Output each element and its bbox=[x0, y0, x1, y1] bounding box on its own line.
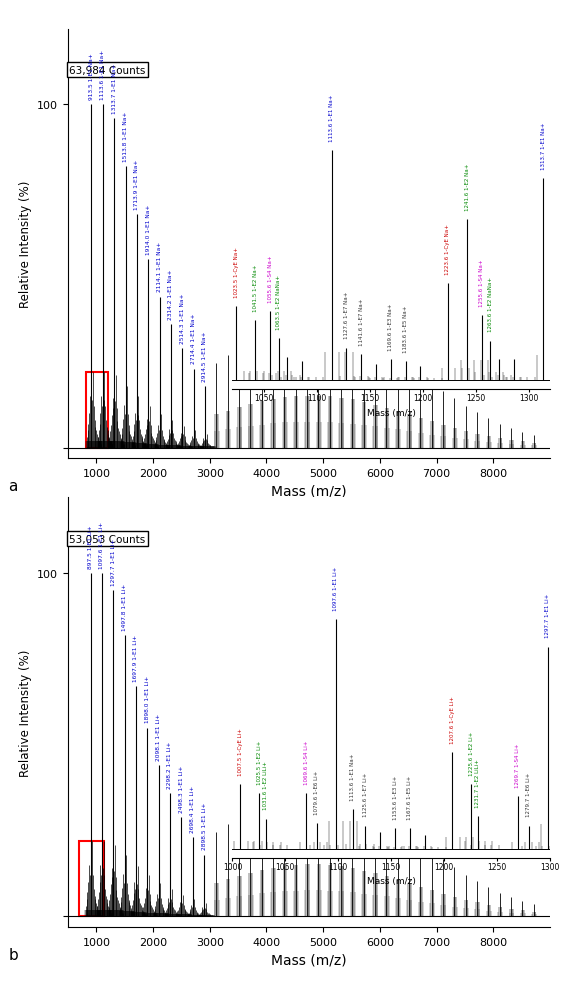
Text: 897.5 1-E1 Li+: 897.5 1-E1 Li+ bbox=[88, 525, 93, 568]
Text: 1079.6 1-E6 Li+: 1079.6 1-E6 Li+ bbox=[314, 770, 319, 814]
Text: 1297.7 1-E1 Li+: 1297.7 1-E1 Li+ bbox=[111, 538, 116, 586]
Text: 1113.6 1-E1 Na+: 1113.6 1-E1 Na+ bbox=[329, 95, 334, 142]
X-axis label: Mass (m/z): Mass (m/z) bbox=[271, 952, 347, 966]
Text: 1023.5 1-CyE Na+: 1023.5 1-CyE Na+ bbox=[234, 246, 239, 298]
Text: 53,053 Counts: 53,053 Counts bbox=[69, 534, 145, 544]
Text: 1025.5 1-E2 Li+: 1025.5 1-E2 Li+ bbox=[257, 740, 262, 785]
Text: 1055.6 1-S4 Na+: 1055.6 1-S4 Na+ bbox=[268, 254, 273, 303]
X-axis label: Mass (m/z): Mass (m/z) bbox=[271, 484, 347, 498]
Text: 1007.5 1-CyE Li+: 1007.5 1-CyE Li+ bbox=[238, 728, 243, 775]
Text: 1113.6 1-E1 Na+: 1113.6 1-E1 Na+ bbox=[350, 753, 355, 801]
Text: 2314.2 1-E1 Na+: 2314.2 1-E1 Na+ bbox=[168, 269, 174, 319]
Text: 1297.7 1-E1 Li+: 1297.7 1-E1 Li+ bbox=[545, 594, 550, 638]
Text: 1914.0 1-E1 Na+: 1914.0 1-E1 Na+ bbox=[146, 204, 151, 254]
Text: 1097.6 1-E1 Li+: 1097.6 1-E1 Li+ bbox=[333, 566, 338, 610]
Text: 1063.5 1-E2 NaNa+: 1063.5 1-E2 NaNa+ bbox=[276, 275, 281, 330]
Text: 1167.6 1-E5 Li+: 1167.6 1-E5 Li+ bbox=[407, 775, 412, 818]
Text: 1697.9 1-E1 Li+: 1697.9 1-E1 Li+ bbox=[133, 634, 138, 681]
Text: 1223.6 1-CyE Na+: 1223.6 1-CyE Na+ bbox=[446, 224, 450, 275]
Text: 2514.3 1-E1 Na+: 2514.3 1-E1 Na+ bbox=[180, 293, 185, 343]
Y-axis label: Relative Intensity (%): Relative Intensity (%) bbox=[19, 180, 32, 308]
Text: 1153.6 1-E3 Li+: 1153.6 1-E3 Li+ bbox=[392, 775, 397, 818]
Bar bbox=[79, 841, 104, 917]
Text: b: b bbox=[9, 947, 18, 961]
Text: 1269.7 1-S4 Li+: 1269.7 1-S4 Li+ bbox=[515, 742, 521, 787]
Text: 2498.3 1-E1 Li+: 2498.3 1-E1 Li+ bbox=[179, 764, 184, 811]
Text: 1241.6 1-E2 Na+: 1241.6 1-E2 Na+ bbox=[464, 163, 469, 211]
Text: 1231.7 1-E2 LiLi+: 1231.7 1-E2 LiLi+ bbox=[475, 758, 480, 808]
Text: 2698.4 1-E1 Li+: 2698.4 1-E1 Li+ bbox=[190, 785, 195, 832]
Text: 1497.8 1-E1 Li+: 1497.8 1-E1 Li+ bbox=[122, 583, 127, 630]
Text: 2898.5 1-E1 Li+: 2898.5 1-E1 Li+ bbox=[201, 803, 206, 850]
Text: 1713.9 1-E1 Na+: 1713.9 1-E1 Na+ bbox=[134, 160, 139, 210]
Text: 2914.5 1-E1 Na+: 2914.5 1-E1 Na+ bbox=[202, 331, 208, 382]
Text: 1069.6 1-S4 Li+: 1069.6 1-S4 Li+ bbox=[304, 740, 308, 785]
Bar bbox=[86, 373, 108, 449]
Text: 2298.2 1-E1 Li+: 2298.2 1-E1 Li+ bbox=[167, 740, 172, 788]
Text: 1031.6 1-E2 LiLi+: 1031.6 1-E2 LiLi+ bbox=[264, 761, 268, 810]
Text: a: a bbox=[9, 478, 18, 493]
Text: 2714.4 1-E1 Na+: 2714.4 1-E1 Na+ bbox=[191, 314, 196, 364]
Text: 1225.6 1-E2 Li+: 1225.6 1-E2 Li+ bbox=[469, 731, 474, 775]
Text: 1097.6 1-E1 Li+: 1097.6 1-E1 Li+ bbox=[99, 522, 104, 568]
Text: 1513.8 1-E1 Na+: 1513.8 1-E1 Na+ bbox=[123, 111, 128, 162]
Text: 1898.0 1-E1 Li+: 1898.0 1-E1 Li+ bbox=[145, 675, 150, 723]
Text: 2098.1 1-E1 Li+: 2098.1 1-E1 Li+ bbox=[156, 713, 161, 760]
Text: 913.5 1-E1 Na+: 913.5 1-E1 Na+ bbox=[89, 53, 94, 100]
Text: 1141.6 1-E7 Na+: 1141.6 1-E7 Na+ bbox=[359, 299, 363, 346]
Text: 1125.6 1-E7 Li+: 1125.6 1-E7 Li+ bbox=[363, 772, 368, 816]
Text: 1113.6 1-E1 Na+: 1113.6 1-E1 Na+ bbox=[100, 50, 105, 100]
Text: 1207.6 1-CyE Li+: 1207.6 1-CyE Li+ bbox=[450, 695, 455, 743]
Text: 1263.6 1-E2 NaNa+: 1263.6 1-E2 NaNa+ bbox=[488, 277, 493, 332]
Text: 1279.7 1-E6 Li+: 1279.7 1-E6 Li+ bbox=[526, 772, 531, 816]
Y-axis label: Relative Intensity (%): Relative Intensity (%) bbox=[19, 649, 32, 776]
Text: 1169.6 1-E3 Na+: 1169.6 1-E3 Na+ bbox=[388, 303, 393, 350]
X-axis label: Mass (m/z): Mass (m/z) bbox=[367, 408, 416, 417]
Text: 1313.7 1-E1 Na+: 1313.7 1-E1 Na+ bbox=[112, 63, 117, 113]
Text: 63,984 Counts: 63,984 Counts bbox=[69, 66, 146, 76]
Text: 1313.7 1-E1 Na+: 1313.7 1-E1 Na+ bbox=[541, 122, 546, 170]
Text: 1183.6 1-E5 Na+: 1183.6 1-E5 Na+ bbox=[403, 306, 408, 353]
Text: 1041.5 1-E2 Na+: 1041.5 1-E2 Na+ bbox=[253, 264, 258, 312]
Text: 1255.6 1-S4 Na+: 1255.6 1-S4 Na+ bbox=[479, 259, 484, 307]
X-axis label: Mass (m/z): Mass (m/z) bbox=[367, 877, 416, 885]
Text: 2114.1 1-E1 Na+: 2114.1 1-E1 Na+ bbox=[157, 242, 162, 292]
Text: 1127.6 1-E7 Na+: 1127.6 1-E7 Na+ bbox=[344, 292, 349, 339]
